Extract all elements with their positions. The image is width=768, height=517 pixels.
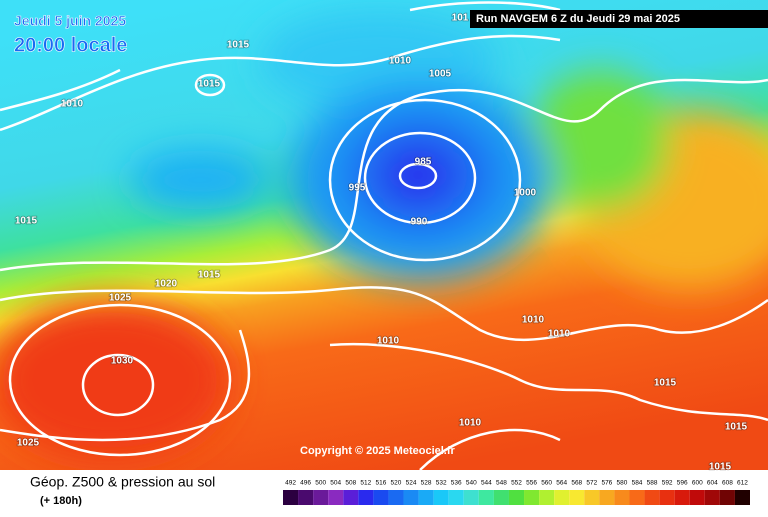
colorbar-swatch xyxy=(689,490,705,505)
colorbar-label: 508 xyxy=(345,480,356,487)
colorbar-label: 544 xyxy=(481,480,492,487)
colorbar-label: 592 xyxy=(662,480,673,487)
colorbar-label: 596 xyxy=(677,480,688,487)
colorbar-swatch xyxy=(554,490,570,505)
colorbar-label: 500 xyxy=(315,480,326,487)
colorbar-swatch xyxy=(298,490,314,505)
colorbar-label: 580 xyxy=(617,480,628,487)
colorbar-label: 572 xyxy=(586,480,597,487)
isobar-label: 101 xyxy=(452,13,469,24)
isobar-label: 1005 xyxy=(429,69,452,80)
isobar-label: 1025 xyxy=(17,438,40,449)
colorbar-label: 552 xyxy=(511,480,522,487)
colorbar-swatch xyxy=(644,490,660,505)
colorbar-swatch xyxy=(328,490,344,505)
colorbar-label: 604 xyxy=(707,480,718,487)
isobar-label: 1010 xyxy=(61,99,84,110)
colorbar-label: 524 xyxy=(406,480,417,487)
colorbar-swatch xyxy=(599,490,615,505)
colorbar-swatch xyxy=(418,490,434,505)
colorbar-label: 612 xyxy=(737,480,748,487)
forecast-time: 20:00 locale xyxy=(14,34,127,56)
colorbar-label: 568 xyxy=(571,480,582,487)
colorbar-label: 532 xyxy=(436,480,447,487)
colorbar-swatch xyxy=(343,490,359,505)
isobar-label: 1025 xyxy=(109,293,132,304)
isobar-label: 1015 xyxy=(654,378,677,389)
colorbar-label: 496 xyxy=(300,480,311,487)
colorbar-swatch xyxy=(478,490,494,505)
colorbar-label: 560 xyxy=(541,480,552,487)
colorbar-swatch xyxy=(493,490,509,505)
legend-subtitle: (+ 180h) xyxy=(40,495,82,507)
colorbar-swatch xyxy=(629,490,645,505)
colorbar-swatch xyxy=(734,490,750,505)
colorbar-swatch xyxy=(388,490,404,505)
colorbar-label: 492 xyxy=(285,480,296,487)
isobar-label: 1000 xyxy=(514,188,537,199)
colorbar-swatch xyxy=(659,490,675,505)
colorbar-label: 576 xyxy=(601,480,612,487)
colorbar-label: 520 xyxy=(391,480,402,487)
isobar-label: 1010 xyxy=(459,418,482,429)
colorbar-swatch xyxy=(358,490,374,505)
colorbar-swatch xyxy=(704,490,720,505)
colorbar-swatch xyxy=(373,490,389,505)
colorbar-swatch xyxy=(719,490,735,505)
isobar-label: 1015 xyxy=(198,79,221,90)
map-area xyxy=(0,0,768,470)
isobar-label: 995 xyxy=(349,183,366,194)
colorbar-swatch xyxy=(403,490,419,505)
run-info: Run NAVGEM 6 Z du Jeudi 29 mai 2025 xyxy=(476,13,680,25)
isobar-label: 1010 xyxy=(389,56,412,67)
colorbar-label: 588 xyxy=(647,480,658,487)
isobar-label: 1015 xyxy=(198,270,221,281)
colorbar-label: 584 xyxy=(632,480,643,487)
isobar-label: 1030 xyxy=(111,356,134,367)
colorbar-label: 556 xyxy=(526,480,537,487)
isobar-labels: 1015101510101010100510198599599010001015… xyxy=(14,12,748,474)
isobar-label: 1020 xyxy=(155,279,178,290)
colorbar-swatch xyxy=(433,490,449,505)
isobar-label: 1010 xyxy=(548,329,571,340)
colorbar-swatch xyxy=(524,490,540,505)
colorbar: 492 496 500 504 508 512 516 520 524 528 532 536 540 5… xyxy=(283,480,750,505)
colorbar-swatch xyxy=(448,490,464,505)
isobar-label: 1015 xyxy=(15,216,38,227)
colorbar-label: 600 xyxy=(692,480,703,487)
run-box xyxy=(470,10,768,28)
colorbar-label: 548 xyxy=(496,480,507,487)
colorbar-label: 536 xyxy=(451,480,462,487)
copyright: Copyright © 2025 Meteociel.fr xyxy=(300,445,456,457)
isobar-label: 1010 xyxy=(377,336,400,347)
colorbar-label: 512 xyxy=(360,480,371,487)
colorbar-swatch xyxy=(614,490,630,505)
colorbar-swatch xyxy=(313,490,329,505)
colorbar-label: 564 xyxy=(556,480,567,487)
colorbar-swatch xyxy=(283,490,299,505)
colorbar-label: 504 xyxy=(330,480,341,487)
colorbar-swatch xyxy=(508,490,525,505)
isobar-label: 1010 xyxy=(522,315,545,326)
colorbar-swatch xyxy=(539,490,555,505)
legend-title: Géop. Z500 & pression au sol xyxy=(30,474,215,490)
colorbar-label: 528 xyxy=(421,480,432,487)
colorbar-swatch xyxy=(584,490,600,505)
isobar-label: 985 xyxy=(415,157,432,168)
colorbar-swatch xyxy=(674,490,690,505)
colorbar-label: 516 xyxy=(375,480,386,487)
colorbar-swatch xyxy=(463,490,479,505)
forecast-date: Jeudi 5 juin 2025 xyxy=(14,13,126,29)
isobar-label: 1015 xyxy=(725,422,748,433)
colorbar-label: 608 xyxy=(722,480,733,487)
isobar-label: 1015 xyxy=(227,40,250,51)
isobar-label: 990 xyxy=(411,217,428,228)
colorbar-label: 540 xyxy=(466,480,477,487)
isobar-label: 1015 xyxy=(709,462,732,473)
colorbar-swatch xyxy=(569,490,585,505)
